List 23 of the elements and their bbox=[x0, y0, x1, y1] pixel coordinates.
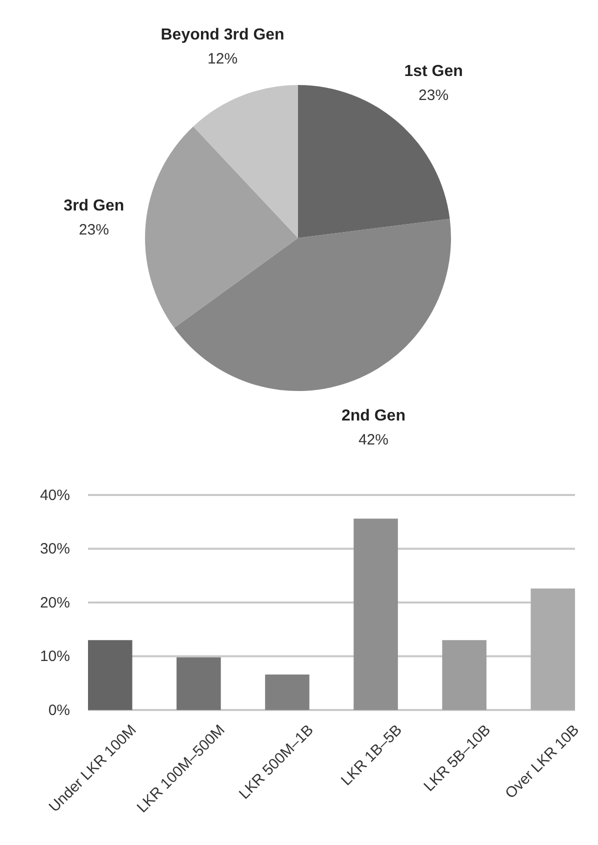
bar bbox=[176, 657, 221, 710]
pie-slice bbox=[174, 218, 451, 391]
pie-slice bbox=[193, 85, 298, 238]
pie-slice bbox=[145, 126, 298, 328]
bar bbox=[265, 674, 310, 710]
bar bbox=[354, 518, 398, 710]
y-tick-label: 20% bbox=[40, 594, 70, 612]
slice-label: Beyond 3rd Gen bbox=[160, 26, 284, 44]
slice-label: 3rd Gen bbox=[64, 198, 124, 215]
data-label: 23% bbox=[78, 222, 109, 239]
bar bbox=[88, 640, 132, 710]
data-label: 42% bbox=[358, 432, 388, 449]
slice-label: 2nd Gen bbox=[341, 408, 406, 425]
y-tick-label: 0% bbox=[48, 702, 70, 719]
y-tick-label: 40% bbox=[40, 486, 70, 504]
slice-label: 1st Gen bbox=[404, 63, 463, 80]
pie-slice bbox=[298, 85, 450, 238]
data-label: 12% bbox=[208, 50, 238, 68]
bar bbox=[530, 588, 575, 710]
bar bbox=[442, 640, 486, 710]
y-tick-label: 30% bbox=[40, 540, 70, 558]
data-label: 23% bbox=[418, 87, 449, 104]
y-tick-label: 10% bbox=[40, 648, 70, 666]
